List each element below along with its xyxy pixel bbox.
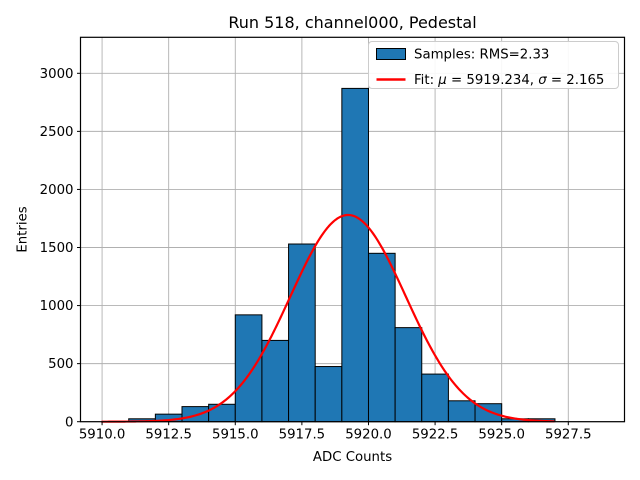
histogram-bar	[447, 400, 476, 423]
histogram-bar	[234, 314, 263, 423]
histogram-bars	[128, 87, 556, 423]
histogram-bar	[394, 327, 423, 423]
legend-frame	[368, 41, 619, 89]
x-axis-label: ADC Counts	[313, 450, 392, 465]
x-tick-label: 5927.5	[545, 428, 592, 443]
x-tick-label: 5917.5	[279, 428, 326, 443]
x-tick-label: 5925.0	[478, 428, 525, 443]
x-tick-label: 5912.5	[145, 428, 192, 443]
histogram-bar	[208, 403, 236, 423]
x-tick-label: 5920.0	[345, 428, 392, 443]
histogram-bar	[421, 373, 449, 423]
gaussian-fit-curve	[100, 213, 555, 423]
histogram-bar	[341, 87, 369, 423]
x-tick-label: 5910.0	[79, 428, 126, 443]
histogram-bar	[261, 339, 290, 423]
legend-label: Samples: RMS=2.33	[414, 48, 549, 63]
plot-border	[79, 36, 626, 423]
x-tick-label: 5915.0	[212, 428, 259, 443]
legend-label: Fit: μ = 5919.234, σ = 2.165	[414, 73, 604, 88]
y-tick-label: 1000	[40, 299, 74, 314]
histogram-bar	[367, 252, 396, 423]
x-tick-label: 5922.5	[412, 428, 459, 443]
y-tick-label: 1500	[40, 241, 74, 256]
chart-title: Run 518, channel000, Pedestal	[228, 13, 476, 32]
histogram-bar	[314, 366, 343, 423]
y-tick-label: 2000	[40, 183, 74, 198]
histogram-bar	[181, 406, 210, 423]
y-tick-label: 0	[65, 415, 73, 430]
legend-swatch-patch	[376, 48, 406, 60]
y-tick-labels: 0 500 1000 1500 2000 2500 3000	[40, 67, 74, 430]
x-tick-labels: 5910.0 5912.5 5915.0 5917.5 5920.0 5922.5 5925…	[79, 428, 592, 443]
axis-tick-marks	[77, 72, 569, 426]
y-tick-label: 2500	[40, 125, 74, 140]
y-tick-label: 500	[48, 357, 73, 372]
legend-box: Samples: RMS=2.33 Fit: μ = 5919.234, σ = …	[368, 41, 619, 89]
legend-entries: Samples: RMS=2.33 Fit: μ = 5919.234, σ = …	[376, 48, 604, 88]
y-tick-label: 3000	[40, 67, 74, 82]
y-axis-label: Entries	[16, 206, 31, 252]
